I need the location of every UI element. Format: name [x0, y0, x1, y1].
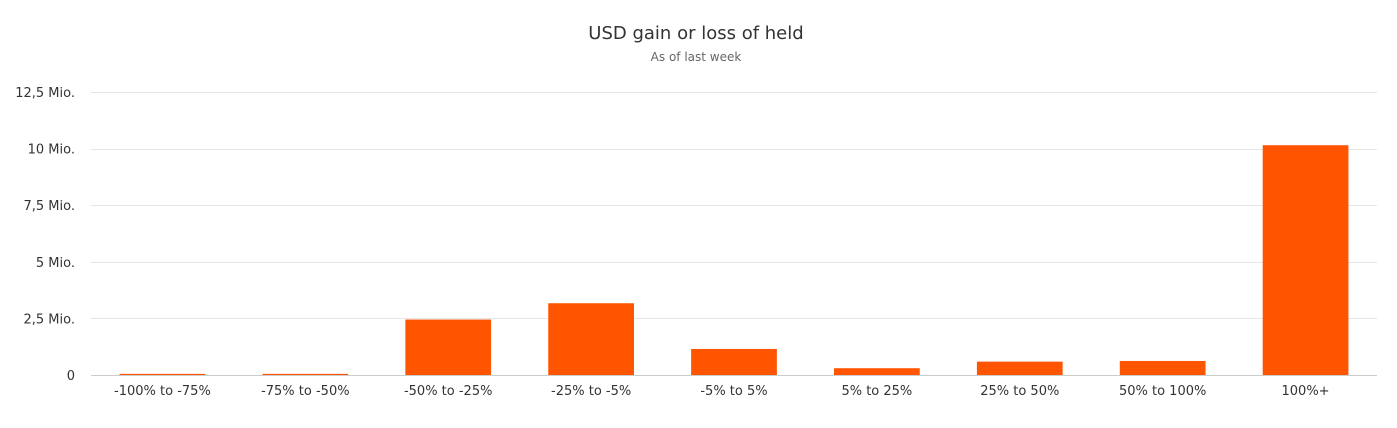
y-tick-label: 10 Mio. — [28, 143, 75, 158]
gridlines — [91, 92, 1377, 376]
y-tick-label: 2,5 Mio. — [24, 312, 76, 327]
bar[interactable] — [405, 319, 492, 375]
bar[interactable] — [548, 303, 634, 375]
y-tick-label: 12,5 Mio. — [15, 86, 75, 101]
bar[interactable] — [976, 361, 1063, 375]
bar[interactable] — [262, 373, 349, 375]
x-tick-label: 25% to 50% — [980, 384, 1059, 399]
x-axis-ticks: -100% to -75% -75% to -50% -50% to -25% -25… — [114, 384, 1330, 399]
x-tick-label: -25% to -5% — [551, 384, 631, 399]
chart-subtitle: As of last week — [651, 50, 742, 64]
bar[interactable] — [834, 368, 920, 375]
y-tick-label: 5 Mio. — [36, 256, 75, 271]
y-tick-label: 0 — [67, 369, 75, 384]
bars — [119, 145, 1349, 375]
y-axis-ticks: 0 2,5 Mio. 5 Mio. 7,5 Mio. 10 Mio. 12,5 Mio. — [15, 86, 75, 384]
y-tick-label: 7,5 Mio. — [24, 199, 76, 214]
x-tick-label: 50% to 100% — [1119, 384, 1206, 399]
bar[interactable] — [1119, 360, 1206, 375]
x-tick-label: 5% to 25% — [841, 384, 912, 399]
chart-title: USD gain or loss of held — [588, 23, 803, 44]
bar[interactable] — [1262, 145, 1349, 375]
x-tick-label: -5% to 5% — [700, 384, 767, 399]
x-tick-label: -75% to -50% — [261, 384, 350, 399]
x-tick-label: -50% to -25% — [404, 384, 493, 399]
x-tick-label: 100%+ — [1282, 384, 1330, 399]
bar[interactable] — [691, 348, 777, 375]
bar[interactable] — [119, 373, 206, 375]
x-tick-label: -100% to -75% — [114, 384, 211, 399]
